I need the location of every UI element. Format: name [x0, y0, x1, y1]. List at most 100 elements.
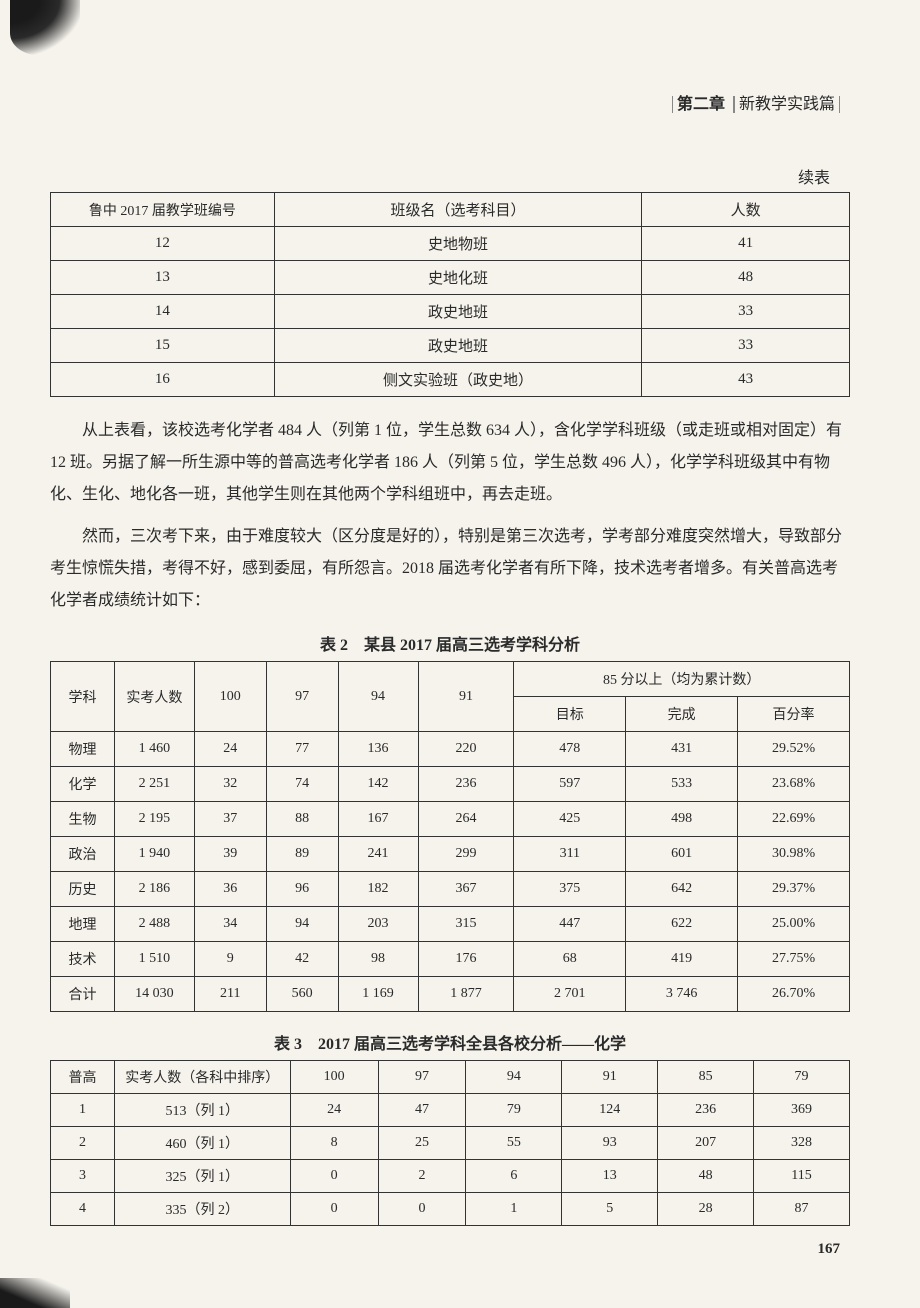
table-cell: 14 — [51, 295, 275, 329]
table-cell: 601 — [626, 837, 738, 872]
table-cell: 88 — [266, 802, 338, 837]
table-row: 12史地物班41 — [51, 227, 850, 261]
col-header: 人数 — [642, 193, 850, 227]
table-cell: 27.75% — [738, 942, 850, 977]
table-cell: 42 — [266, 942, 338, 977]
table-cell: 3 746 — [626, 977, 738, 1012]
table-cell: 264 — [418, 802, 514, 837]
table-cell: 化学 — [51, 767, 115, 802]
table-cell: 96 — [266, 872, 338, 907]
continued-table-label: 续表 — [50, 164, 850, 188]
table-cell: 2 195 — [114, 802, 194, 837]
table-1-class-roster: 鲁中 2017 届教学班编号 班级名（选考科目） 人数 12史地物班4113史地… — [50, 192, 850, 397]
table-cell: 93 — [562, 1127, 658, 1160]
col-header: 班级名（选考科目） — [274, 193, 642, 227]
table-cell: 生物 — [51, 802, 115, 837]
table-cell: 物理 — [51, 732, 115, 767]
table-cell: 431 — [626, 732, 738, 767]
col-header: 普高 — [51, 1061, 115, 1094]
table-row: 化学2 251327414223659753323.68% — [51, 767, 850, 802]
col-header: 91 — [562, 1061, 658, 1094]
table-3-title: 表 3 2017 届高三选考学科全县各校分析——化学 — [50, 1030, 850, 1054]
table-cell: 23.68% — [738, 767, 850, 802]
table-cell: 220 — [418, 732, 514, 767]
table-cell: 369 — [754, 1094, 850, 1127]
table-row: 物理1 460247713622047843129.52% — [51, 732, 850, 767]
table-cell: 207 — [658, 1127, 754, 1160]
table-cell: 33 — [642, 329, 850, 363]
table-cell: 182 — [338, 872, 418, 907]
table-cell: 460（列 1） — [114, 1127, 290, 1160]
table-cell: 政史地班 — [274, 295, 642, 329]
table-cell: 2 251 — [114, 767, 194, 802]
table-cell: 25.00% — [738, 907, 850, 942]
table-cell: 115 — [754, 1160, 850, 1193]
table-cell: 642 — [626, 872, 738, 907]
table-cell: 30.98% — [738, 837, 850, 872]
table-cell: 498 — [626, 802, 738, 837]
table-cell: 236 — [658, 1094, 754, 1127]
table-cell: 167 — [338, 802, 418, 837]
col-header: 91 — [418, 662, 514, 732]
table-cell: 74 — [266, 767, 338, 802]
table-cell: 4 — [51, 1193, 115, 1226]
table-cell: 41 — [642, 227, 850, 261]
table-row: 3325（列 1）0261348115 — [51, 1160, 850, 1193]
table-cell: 299 — [418, 837, 514, 872]
table-cell: 32 — [194, 767, 266, 802]
table-cell: 513（列 1） — [114, 1094, 290, 1127]
table-cell: 24 — [290, 1094, 378, 1127]
col-header: 94 — [466, 1061, 562, 1094]
table-cell: 47 — [378, 1094, 466, 1127]
table-row: 1513（列 1）244779124236369 — [51, 1094, 850, 1127]
table-cell: 136 — [338, 732, 418, 767]
table-cell: 5 — [562, 1193, 658, 1226]
table-cell: 622 — [626, 907, 738, 942]
table-cell: 24 — [194, 732, 266, 767]
col-header: 97 — [266, 662, 338, 732]
table-cell: 13 — [51, 261, 275, 295]
table-cell: 13 — [562, 1160, 658, 1193]
table-row: 2460（列 1）8255593207328 — [51, 1127, 850, 1160]
table-row: 13史地化班48 — [51, 261, 850, 295]
table-cell: 39 — [194, 837, 266, 872]
table-cell: 2 — [51, 1127, 115, 1160]
table-cell: 14 030 — [114, 977, 194, 1012]
table-cell: 史地物班 — [274, 227, 642, 261]
table-cell: 历史 — [51, 872, 115, 907]
table-cell: 1 169 — [338, 977, 418, 1012]
table-cell: 2 701 — [514, 977, 626, 1012]
table-cell: 328 — [754, 1127, 850, 1160]
col-header: 79 — [754, 1061, 850, 1094]
table-row: 技术1 510942981766841927.75% — [51, 942, 850, 977]
table-cell: 447 — [514, 907, 626, 942]
table-cell: 367 — [418, 872, 514, 907]
table-cell: 29.37% — [738, 872, 850, 907]
scan-artifact-bottom — [0, 1278, 70, 1308]
table-cell: 68 — [514, 942, 626, 977]
table-cell: 236 — [418, 767, 514, 802]
table-cell: 33 — [642, 295, 850, 329]
table-cell: 89 — [266, 837, 338, 872]
table-cell: 6 — [466, 1160, 562, 1193]
table-cell: 9 — [194, 942, 266, 977]
table-row: 14政史地班33 — [51, 295, 850, 329]
table-2-subject-analysis: 学科 实考人数 100 97 94 91 85 分以上（均为累计数） 目标 完成… — [50, 661, 850, 1012]
col-header: 实考人数（各科中排序） — [114, 1061, 290, 1094]
table-cell: 合计 — [51, 977, 115, 1012]
table-cell: 15 — [51, 329, 275, 363]
table-cell: 政治 — [51, 837, 115, 872]
table-header-row: 鲁中 2017 届教学班编号 班级名（选考科目） 人数 — [51, 193, 850, 227]
table-cell: 94 — [266, 907, 338, 942]
table-cell: 0 — [290, 1160, 378, 1193]
col-header: 实考人数 — [114, 662, 194, 732]
table-cell: 37 — [194, 802, 266, 837]
table-cell: 1 — [51, 1094, 115, 1127]
table-row: 15政史地班33 — [51, 329, 850, 363]
table-cell: 375 — [514, 872, 626, 907]
table-2-title: 表 2 某县 2017 届高三选考学科分析 — [50, 631, 850, 655]
table-cell: 3 — [51, 1160, 115, 1193]
table-cell: 8 — [290, 1127, 378, 1160]
table-cell: 315 — [418, 907, 514, 942]
col-header: 85 分以上（均为累计数） — [514, 662, 850, 697]
